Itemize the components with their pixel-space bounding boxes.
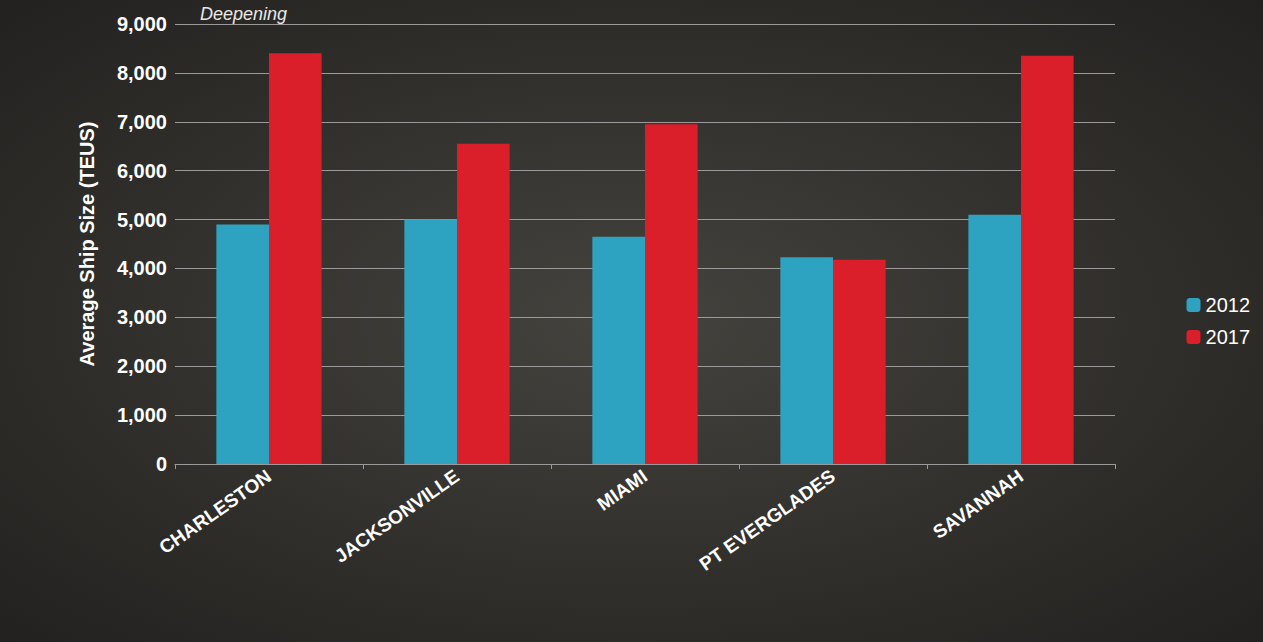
- svg-text:1,000: 1,000: [117, 404, 167, 426]
- svg-text:PT EVERGLADES: PT EVERGLADES: [696, 465, 839, 574]
- svg-text:2017: 2017: [1206, 326, 1251, 348]
- svg-text:8,000: 8,000: [117, 62, 167, 84]
- svg-text:Average Ship Size (TEUS): Average Ship Size (TEUS): [76, 122, 98, 367]
- svg-text:2012: 2012: [1206, 294, 1251, 316]
- svg-text:Deepening: Deepening: [200, 4, 287, 24]
- svg-text:5,000: 5,000: [117, 209, 167, 231]
- svg-text:MIAMI: MIAMI: [593, 465, 651, 514]
- svg-text:0: 0: [156, 453, 167, 475]
- svg-text:3,000: 3,000: [117, 306, 167, 328]
- svg-text:4,000: 4,000: [117, 257, 167, 279]
- svg-text:9,000: 9,000: [117, 13, 167, 35]
- svg-text:2,000: 2,000: [117, 355, 167, 377]
- svg-text:7,000: 7,000: [117, 111, 167, 133]
- svg-text:SAVANNAH: SAVANNAH: [929, 465, 1027, 542]
- svg-text:CHARLESTON: CHARLESTON: [155, 465, 275, 558]
- svg-text:6,000: 6,000: [117, 160, 167, 182]
- svg-text:JACKSONVILLE: JACKSONVILLE: [331, 465, 463, 566]
